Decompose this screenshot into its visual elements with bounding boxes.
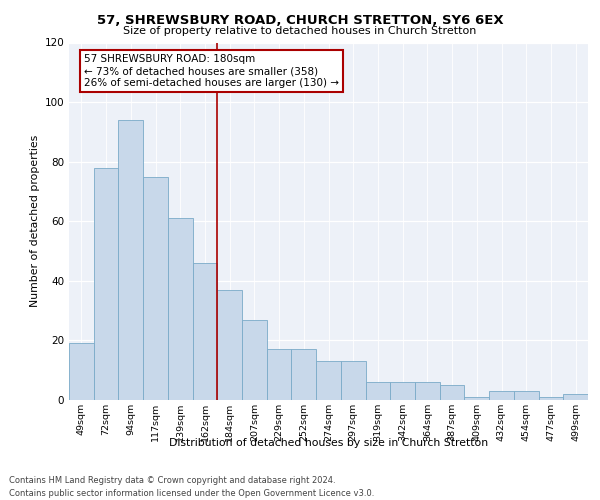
Bar <box>563 394 588 400</box>
Bar <box>514 391 539 400</box>
Text: Contains HM Land Registry data © Crown copyright and database right 2024.: Contains HM Land Registry data © Crown c… <box>9 476 335 485</box>
Bar <box>94 168 118 400</box>
Bar <box>242 320 267 400</box>
Bar <box>316 362 341 400</box>
Text: Distribution of detached houses by size in Church Stretton: Distribution of detached houses by size … <box>169 438 488 448</box>
Bar <box>390 382 415 400</box>
Bar <box>168 218 193 400</box>
Bar <box>143 176 168 400</box>
Bar <box>69 344 94 400</box>
Bar <box>489 391 514 400</box>
Bar <box>118 120 143 400</box>
Bar <box>217 290 242 400</box>
Y-axis label: Number of detached properties: Number of detached properties <box>30 135 40 308</box>
Text: Size of property relative to detached houses in Church Stretton: Size of property relative to detached ho… <box>124 26 476 36</box>
Bar <box>440 385 464 400</box>
Text: Contains public sector information licensed under the Open Government Licence v3: Contains public sector information licen… <box>9 489 374 498</box>
Bar <box>464 397 489 400</box>
Bar <box>415 382 440 400</box>
Bar <box>539 397 563 400</box>
Bar <box>341 362 365 400</box>
Bar <box>292 350 316 400</box>
Bar <box>193 263 217 400</box>
Text: 57 SHREWSBURY ROAD: 180sqm
← 73% of detached houses are smaller (358)
26% of sem: 57 SHREWSBURY ROAD: 180sqm ← 73% of deta… <box>85 54 340 88</box>
Bar <box>267 350 292 400</box>
Text: 57, SHREWSBURY ROAD, CHURCH STRETTON, SY6 6EX: 57, SHREWSBURY ROAD, CHURCH STRETTON, SY… <box>97 14 503 27</box>
Bar <box>365 382 390 400</box>
